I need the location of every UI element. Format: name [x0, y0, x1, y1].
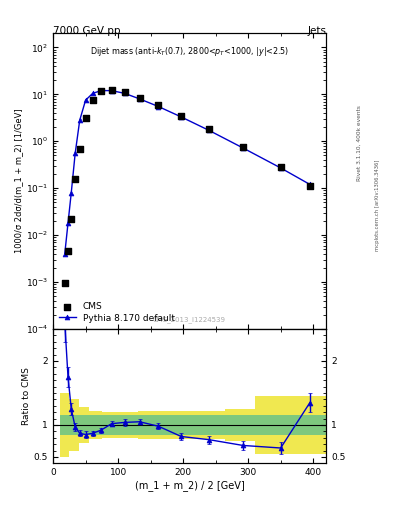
Pythia 8.170 default [241, 145, 245, 151]
Bar [190, 415, 226, 435]
Bar [226, 409, 255, 441]
CMS [77, 144, 83, 153]
Y-axis label: 1000/σ 2dσ/d(m_1 + m_2) [1/GeV]: 1000/σ 2dσ/d(m_1 + m_2) [1/GeV] [14, 109, 23, 253]
Pythia 8.170 default [122, 90, 127, 96]
Legend: CMS, Pythia 8.170 default: CMS, Pythia 8.170 default [57, 300, 176, 325]
Pythia 8.170 default [137, 96, 142, 102]
Bar [138, 411, 160, 439]
CMS [277, 163, 284, 172]
Pythia 8.170 default [156, 103, 161, 110]
Text: Jets: Jets [307, 26, 326, 36]
Bar [118, 415, 138, 435]
Line: Pythia 8.170 default: Pythia 8.170 default [62, 88, 312, 256]
CMS [68, 215, 74, 223]
Pythia 8.170 default [77, 117, 82, 123]
Pythia 8.170 default [73, 151, 77, 157]
Text: 7000 GeV pp: 7000 GeV pp [53, 26, 121, 36]
X-axis label: (m_1 + m_2) / 2 [GeV]: (m_1 + m_2) / 2 [GeV] [135, 480, 244, 491]
Pythia 8.170 default [179, 114, 184, 120]
CMS [178, 112, 184, 120]
CMS [83, 114, 89, 122]
Y-axis label: Ratio to CMS: Ratio to CMS [22, 367, 31, 425]
Pythia 8.170 default [109, 88, 114, 94]
Bar [226, 415, 255, 435]
Bar [190, 411, 226, 439]
Bar [79, 407, 89, 443]
CMS [72, 175, 78, 183]
Pythia 8.170 default [308, 181, 312, 187]
Bar [255, 415, 294, 435]
Text: CMS_2013_I1224539: CMS_2013_I1224539 [153, 316, 226, 323]
Bar [89, 415, 102, 435]
Pythia 8.170 default [66, 220, 70, 226]
CMS [206, 125, 212, 133]
Text: mcplots.cern.ch [arXiv:1306.3436]: mcplots.cern.ch [arXiv:1306.3436] [375, 159, 380, 250]
Bar [294, 415, 333, 435]
Pythia 8.170 default [62, 251, 67, 257]
Text: Dijet mass (anti-$k_T$(0.7), 2800<$p_T$<1000, $|y|$<2.5): Dijet mass (anti-$k_T$(0.7), 2800<$p_T$<… [90, 45, 289, 58]
CMS [307, 182, 313, 190]
Bar [79, 415, 89, 435]
CMS [121, 88, 128, 96]
Pythia 8.170 default [99, 88, 103, 94]
Bar [89, 411, 102, 439]
Pythia 8.170 default [69, 189, 73, 196]
Text: Rivet 3.1.10, 400k events: Rivet 3.1.10, 400k events [357, 105, 362, 181]
Pythia 8.170 default [90, 90, 95, 96]
Bar [118, 412, 138, 438]
CMS [90, 96, 96, 104]
Bar [160, 411, 190, 439]
Bar [255, 396, 294, 454]
Bar [60, 393, 69, 457]
CMS [136, 94, 143, 102]
Pythia 8.170 default [207, 127, 211, 134]
CMS [240, 143, 246, 151]
Bar [69, 415, 79, 435]
CMS [108, 86, 115, 94]
Pythia 8.170 default [278, 165, 283, 171]
CMS [155, 101, 162, 110]
Bar [102, 415, 118, 435]
Bar [160, 415, 190, 435]
Bar [102, 412, 118, 438]
CMS [62, 279, 68, 287]
Bar [138, 415, 160, 435]
CMS [98, 88, 104, 96]
Pythia 8.170 default [83, 97, 88, 103]
Bar [60, 415, 69, 435]
CMS [65, 247, 71, 255]
Bar [294, 396, 333, 454]
Bar [69, 399, 79, 451]
